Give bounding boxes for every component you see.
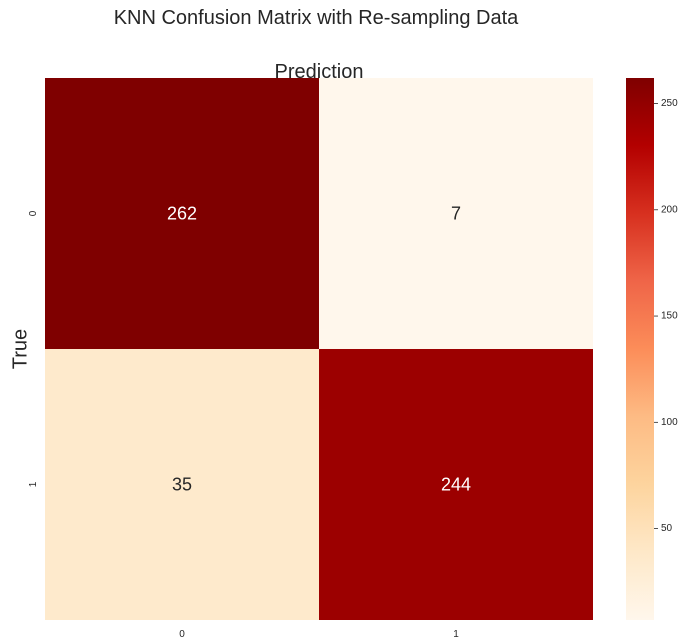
x-tick-label: 1 xyxy=(453,629,459,640)
y-tick-labels: 01 xyxy=(28,210,39,487)
heatmap-cell-0-1 xyxy=(319,78,593,349)
y-tick-label: 1 xyxy=(28,481,39,487)
y-axis-label: True xyxy=(9,329,31,369)
heatmap-cell-1-0 xyxy=(45,349,319,620)
cell-value-0-0: 262 xyxy=(167,204,197,224)
cell-value-0-1: 7 xyxy=(451,204,461,224)
colorbar-tick-label: 250 xyxy=(661,98,678,109)
colorbar-tick-label: 150 xyxy=(661,311,678,322)
colorbar-tick-label: 100 xyxy=(661,417,678,428)
colorbar xyxy=(626,78,654,620)
y-tick-label: 0 xyxy=(28,210,39,216)
heatmap-cells xyxy=(45,78,593,620)
colorbar-tick-label: 50 xyxy=(661,523,673,534)
heatmap-cell-0-0 xyxy=(45,78,319,349)
colorbar-tick-label: 200 xyxy=(661,204,678,215)
cell-value-1-1: 244 xyxy=(441,475,471,495)
chart-title: KNN Confusion Matrix with Re-sampling Da… xyxy=(114,7,519,29)
x-tick-label: 0 xyxy=(179,629,185,640)
cell-value-1-0: 35 xyxy=(172,475,192,495)
x-axis-label: Prediction xyxy=(275,61,364,83)
heatmap-cell-1-1 xyxy=(319,349,593,620)
cell-annotations: 262 7 35 244 xyxy=(167,204,471,495)
colorbar-ticks: 50 100 150 200 250 xyxy=(654,98,678,534)
